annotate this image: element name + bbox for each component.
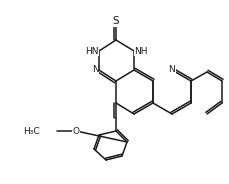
- Text: S: S: [112, 16, 119, 26]
- Text: O: O: [72, 127, 79, 135]
- Text: N: N: [92, 66, 98, 75]
- Text: NH: NH: [134, 47, 147, 56]
- Text: HN: HN: [85, 47, 98, 56]
- Text: N: N: [168, 66, 175, 75]
- Text: H₃C: H₃C: [23, 127, 40, 135]
